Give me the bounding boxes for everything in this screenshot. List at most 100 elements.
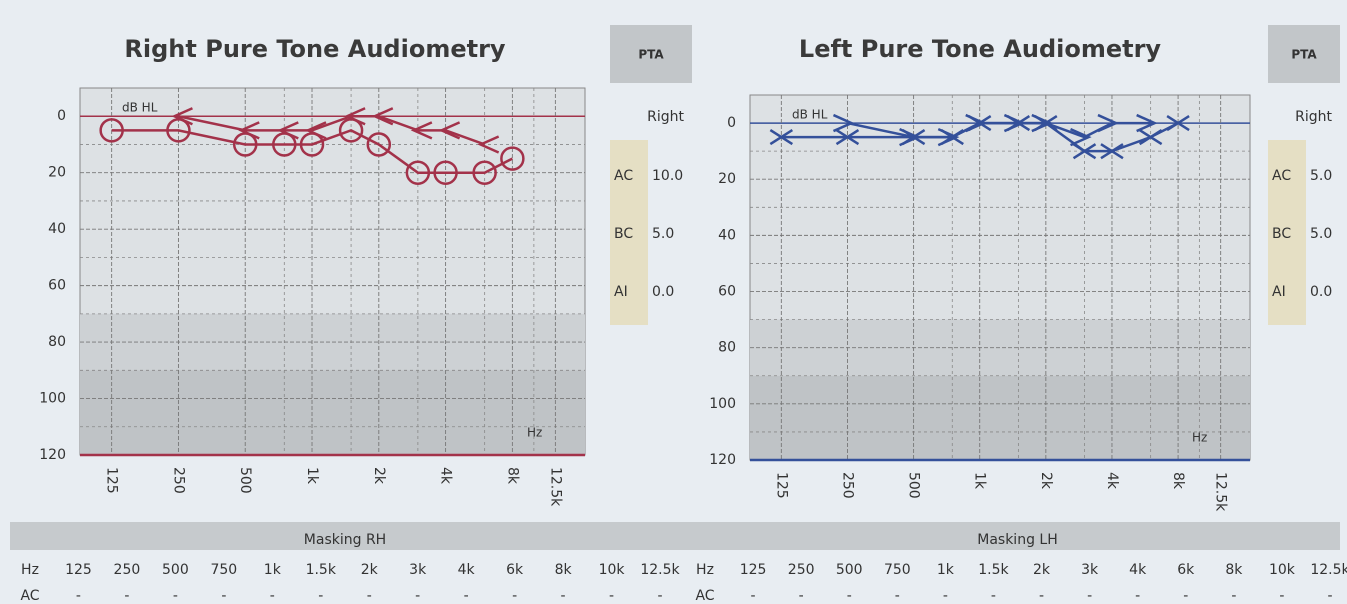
masking-header: 6k	[1177, 562, 1195, 578]
masking-header: 1k	[264, 562, 282, 578]
masking-cell: AC	[695, 588, 714, 604]
masking-cell: -	[1087, 588, 1092, 604]
masking-header: 4k	[1129, 562, 1147, 578]
masking-cell: -	[1231, 588, 1236, 604]
masking-cell: -	[1135, 588, 1140, 604]
pta-value: 10.0	[652, 168, 683, 184]
pta-value: 5.0	[1310, 168, 1332, 184]
x-tick-label: 500	[237, 467, 253, 494]
masking-header: 6k	[506, 562, 524, 578]
masking-header: 10k	[1269, 562, 1296, 578]
masking-header: 125	[65, 562, 92, 578]
pta-value: 0.0	[1310, 284, 1332, 300]
masking-header: 750	[210, 562, 237, 578]
y-unit: dB HL	[122, 101, 158, 115]
masking-header: 10k	[599, 562, 626, 578]
pta-value: 5.0	[1310, 226, 1332, 242]
x-tick-label: 8k	[1170, 472, 1186, 490]
masking-header: 500	[836, 562, 863, 578]
masking-cell: -	[464, 588, 469, 604]
x-tick-label: 12.5k	[1213, 472, 1229, 512]
masking-header: 750	[884, 562, 911, 578]
pta-label: AI	[1272, 284, 1286, 300]
band	[750, 376, 1250, 460]
x-tick-label: 500	[906, 472, 922, 499]
masking-cell: -	[1279, 588, 1284, 604]
x-tick-label: 125	[104, 467, 120, 494]
pta-label: AC	[1272, 168, 1291, 184]
x-tick-label: 250	[839, 472, 855, 499]
masking-cell: -	[367, 588, 372, 604]
y-tick-label: 0	[727, 115, 736, 131]
pta-label: BC	[1272, 226, 1291, 242]
masking-cell: -	[991, 588, 996, 604]
masking-header: 12.5k	[640, 562, 680, 578]
masking-cell: -	[1183, 588, 1188, 604]
x-tick-label: 4k	[438, 467, 454, 485]
masking-cell: -	[609, 588, 614, 604]
masking-header: 1.5k	[978, 562, 1009, 578]
masking-cell: -	[512, 588, 517, 604]
x-unit: Hz	[1192, 431, 1207, 445]
masking-header: 125	[740, 562, 767, 578]
masking-cell: -	[1039, 588, 1044, 604]
masking-header: 1k	[937, 562, 955, 578]
masking-cell: -	[751, 588, 756, 604]
y-tick-label: 120	[39, 447, 66, 463]
masking-cell: -	[561, 588, 566, 604]
pta-button-label[interactable]: PTA	[638, 48, 664, 62]
masking-header: 3k	[409, 562, 427, 578]
x-tick-label: 1k	[304, 467, 320, 485]
pta-side: Right	[647, 109, 684, 125]
masking-header: 8k	[1225, 562, 1243, 578]
masking-header: 2k	[1033, 562, 1051, 578]
masking-cell: -	[657, 588, 662, 604]
pta-label: AC	[614, 168, 633, 184]
masking-cell: -	[415, 588, 420, 604]
pta-button-label[interactable]: PTA	[1291, 48, 1317, 62]
chart-title: Right Pure Tone Audiometry	[124, 35, 505, 63]
masking-header: Hz	[696, 562, 714, 578]
y-tick-label: 20	[48, 165, 66, 181]
masking-cell: -	[221, 588, 226, 604]
masking-header: 500	[162, 562, 189, 578]
masking-header: 8k	[555, 562, 573, 578]
masking-cell: AC	[20, 588, 39, 604]
x-tick-label: 8k	[504, 467, 520, 485]
masking-header: 1.5k	[306, 562, 337, 578]
band	[80, 370, 585, 455]
masking-cell: -	[895, 588, 900, 604]
masking-title: Masking RH	[304, 532, 386, 548]
masking-cell: -	[318, 588, 323, 604]
y-tick-label: 120	[709, 452, 736, 468]
y-tick-label: 20	[718, 171, 736, 187]
masking-header: 12.5k	[1310, 562, 1347, 578]
pta-label: BC	[614, 226, 633, 242]
y-tick-label: 40	[718, 227, 736, 243]
y-tick-label: 100	[709, 396, 736, 412]
masking-cell: -	[124, 588, 129, 604]
masking-header: Hz	[21, 562, 39, 578]
masking-cell: -	[943, 588, 948, 604]
y-tick-label: 100	[39, 391, 66, 407]
masking-header: 250	[788, 562, 815, 578]
masking-title: Masking LH	[977, 532, 1058, 548]
masking-cell: -	[799, 588, 804, 604]
masking-bar	[10, 522, 1340, 550]
masking-header: 4k	[458, 562, 476, 578]
y-tick-label: 80	[718, 340, 736, 356]
x-tick-label: 125	[773, 472, 789, 499]
pta-label: AI	[614, 284, 628, 300]
masking-cell: -	[76, 588, 81, 604]
x-tick-label: 12.5k	[547, 467, 563, 507]
y-tick-label: 60	[718, 284, 736, 300]
page: Right Pure Tone Audiometry 0 20 40 60 80 100 12…	[0, 0, 1347, 604]
y-tick-label: 80	[48, 334, 66, 350]
pta-value: 0.0	[652, 284, 674, 300]
pta-side: Right	[1295, 109, 1332, 125]
x-tick-label: 2k	[1038, 472, 1054, 490]
masking-cell: -	[173, 588, 178, 604]
x-tick-label: 4k	[1104, 472, 1120, 490]
x-unit: Hz	[527, 426, 542, 440]
chart-title: Left Pure Tone Audiometry	[799, 35, 1162, 63]
